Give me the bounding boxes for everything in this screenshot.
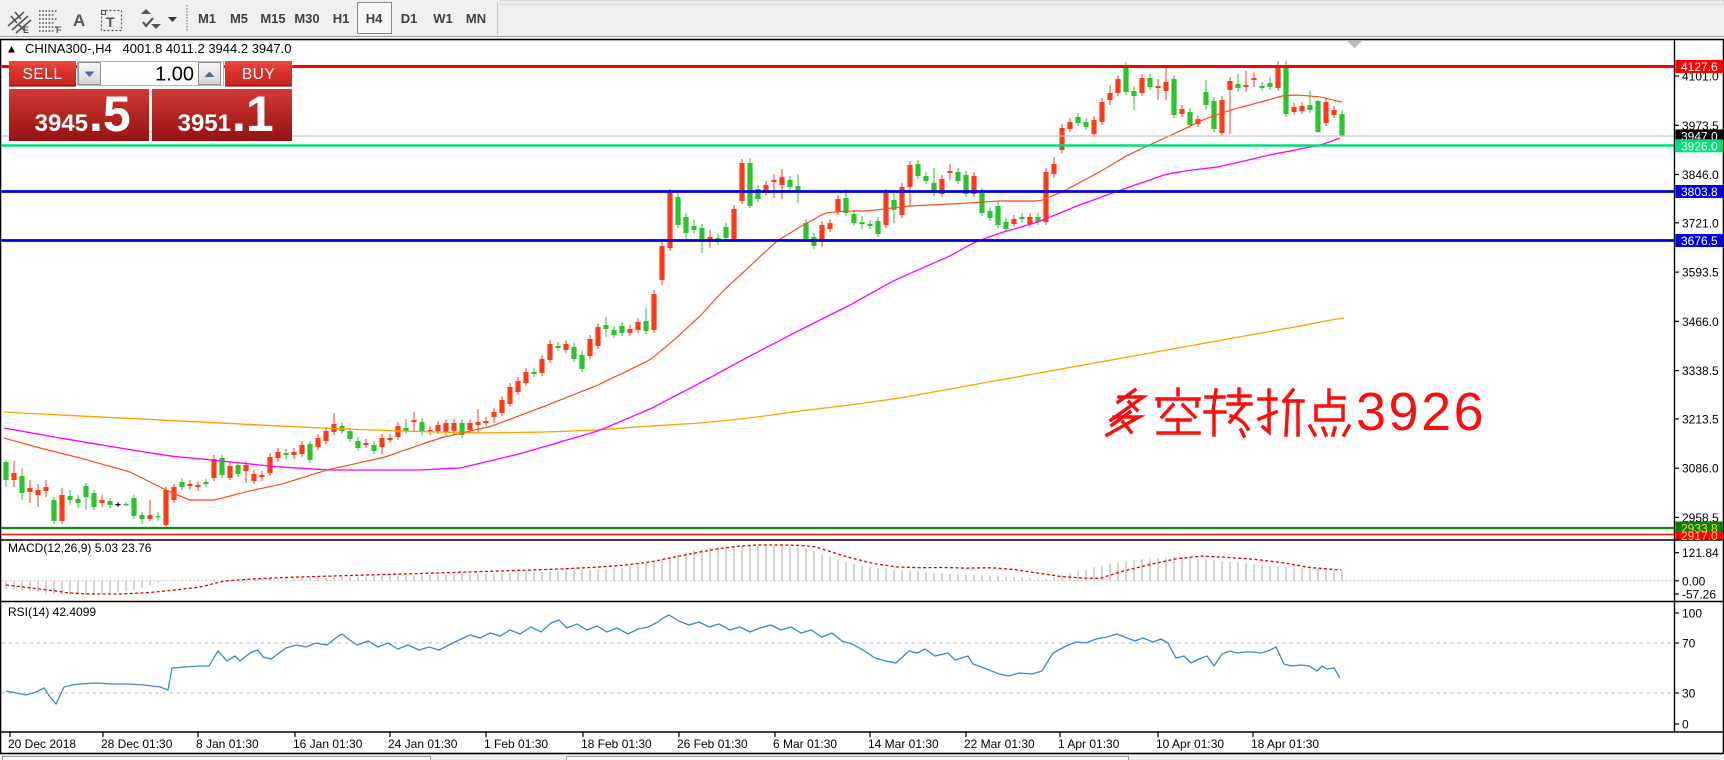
- svg-text:H4: H4: [366, 11, 383, 26]
- svg-text:E: E: [23, 25, 29, 35]
- svg-text:SELL: SELL: [23, 66, 63, 83]
- svg-text:24 Jan 01:30: 24 Jan 01:30: [388, 737, 458, 751]
- svg-text:MACD(12,26,9) 5.03 23.76: MACD(12,26,9) 5.03 23.76: [8, 541, 152, 555]
- svg-text:CHINA300-,H4 4001.8 4011.2 3: CHINA300-,H4 4001.8 4011.2 3944.2 3947.0: [25, 41, 291, 56]
- svg-text:3973.5: 3973.5: [1682, 119, 1719, 133]
- svg-text:26 Feb 01:30: 26 Feb 01:30: [677, 737, 748, 751]
- svg-text:W1: W1: [433, 11, 453, 26]
- svg-text:3086.0: 3086.0: [1682, 462, 1719, 476]
- svg-text:H1: H1: [333, 11, 350, 26]
- svg-text:BUY: BUY: [242, 66, 275, 83]
- svg-text:3213.5: 3213.5: [1682, 412, 1719, 426]
- svg-text:.5: .5: [89, 86, 131, 142]
- svg-text:10 Apr 01:30: 10 Apr 01:30: [1156, 737, 1224, 751]
- svg-text:1 Feb 01:30: 1 Feb 01:30: [484, 737, 548, 751]
- svg-text:3951: 3951: [178, 110, 231, 137]
- svg-text:121.84: 121.84: [1682, 546, 1719, 560]
- svg-text:100: 100: [1682, 607, 1702, 621]
- svg-text:1.00: 1.00: [155, 64, 194, 86]
- svg-text:6 Mar 01:30: 6 Mar 01:30: [773, 737, 837, 751]
- svg-text:MN: MN: [466, 11, 486, 26]
- svg-text:D1: D1: [401, 11, 418, 26]
- svg-text:M5: M5: [230, 11, 248, 26]
- svg-text:3338.5: 3338.5: [1682, 364, 1719, 378]
- svg-text:M30: M30: [294, 11, 319, 26]
- svg-text:3803.8: 3803.8: [1681, 185, 1718, 199]
- svg-text:28 Dec 01:30: 28 Dec 01:30: [101, 737, 173, 751]
- svg-text:3945: 3945: [35, 110, 88, 137]
- svg-text:3926.0: 3926.0: [1681, 139, 1718, 153]
- svg-text:RSI(14) 42.4099: RSI(14) 42.4099: [8, 605, 96, 619]
- svg-text:4127.6: 4127.6: [1681, 60, 1718, 74]
- svg-text:8 Jan 01:30: 8 Jan 01:30: [196, 737, 259, 751]
- svg-text:18 Apr 01:30: 18 Apr 01:30: [1251, 737, 1319, 751]
- svg-text:1 Apr 01:30: 1 Apr 01:30: [1058, 737, 1120, 751]
- svg-text:3466.0: 3466.0: [1682, 315, 1719, 329]
- svg-text:14 Mar 01:30: 14 Mar 01:30: [868, 737, 939, 751]
- svg-text:0.00: 0.00: [1682, 574, 1706, 588]
- svg-text:3721.0: 3721.0: [1682, 216, 1719, 230]
- svg-text:0: 0: [1682, 718, 1689, 732]
- svg-text:M15: M15: [260, 11, 285, 26]
- svg-text:2917.0: 2917.0: [1681, 529, 1718, 543]
- svg-text:3676.5: 3676.5: [1681, 234, 1718, 248]
- svg-text:70: 70: [1682, 637, 1696, 651]
- svg-text:-57.26: -57.26: [1682, 588, 1716, 602]
- svg-text:3593.5: 3593.5: [1682, 266, 1719, 280]
- svg-text:3846.0: 3846.0: [1682, 168, 1719, 182]
- svg-text:22 Mar 01:30: 22 Mar 01:30: [964, 737, 1035, 751]
- svg-text:.1: .1: [232, 86, 274, 142]
- svg-text:20 Dec 2018: 20 Dec 2018: [8, 737, 76, 751]
- svg-text:T: T: [106, 14, 115, 30]
- svg-text:2958.5: 2958.5: [1682, 511, 1719, 525]
- svg-text:M1: M1: [198, 11, 216, 26]
- svg-text:3926: 3926: [1356, 382, 1486, 442]
- svg-text:16 Jan 01:30: 16 Jan 01:30: [293, 737, 363, 751]
- svg-text:A: A: [73, 11, 85, 30]
- svg-text:30: 30: [1682, 687, 1696, 701]
- svg-text:18 Feb 01:30: 18 Feb 01:30: [581, 737, 652, 751]
- svg-text:F: F: [56, 25, 62, 35]
